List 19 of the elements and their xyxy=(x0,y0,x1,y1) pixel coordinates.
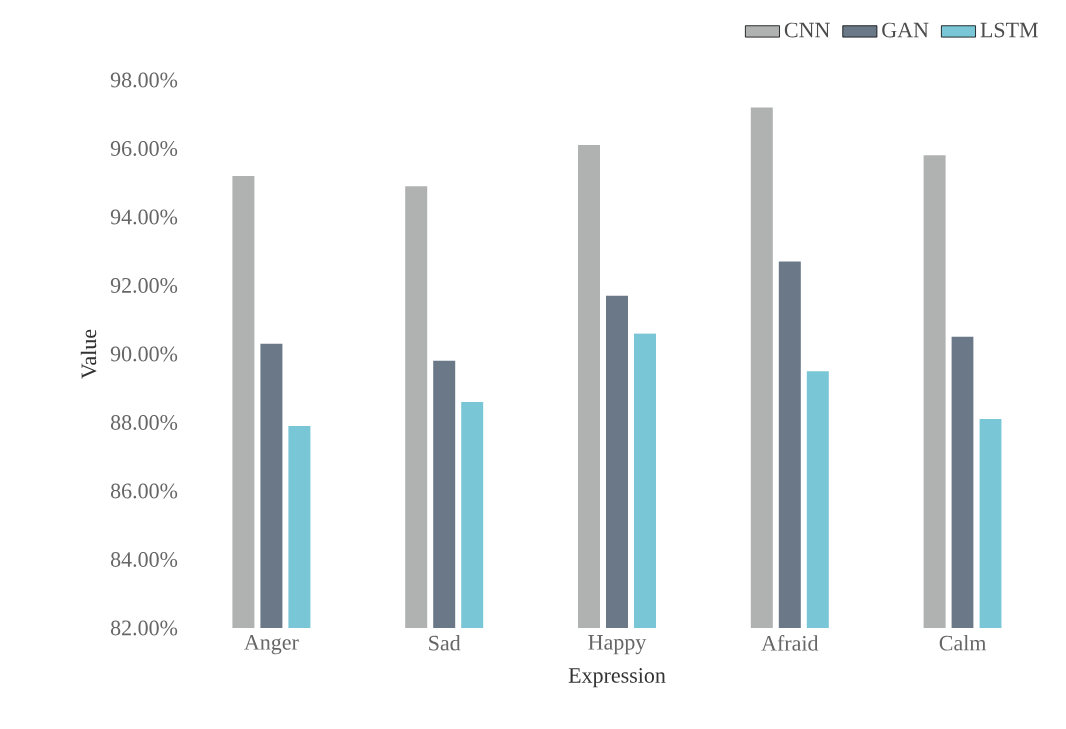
y-tick-label: 90.00% xyxy=(110,346,178,362)
y-tick-label: 94.00% xyxy=(110,209,178,225)
y-tick-label: 98.00% xyxy=(110,72,178,88)
y-tick-label: 96.00% xyxy=(110,141,178,156)
x-axis-title: Expression xyxy=(568,668,666,688)
legend-label: LSTM xyxy=(980,22,1038,38)
legend-label: CNN xyxy=(784,22,830,38)
x-tick-label: Happy xyxy=(588,635,647,655)
y-tick-label: 84.00% xyxy=(110,552,178,567)
y-tick-label: 86.00% xyxy=(110,483,178,499)
y-tick-label: 82.00% xyxy=(110,620,178,636)
x-tick-label: Anger xyxy=(244,635,299,655)
x-tick-label: Calm xyxy=(939,635,987,651)
x-tick-label: Sad xyxy=(429,635,461,651)
y-tick-label: 88.00% xyxy=(110,415,178,430)
x-tick-label: Afraid xyxy=(761,635,819,651)
y-tick-label: 92.00% xyxy=(110,278,178,293)
y-axis-title: Value xyxy=(80,329,97,379)
legend-label: GAN xyxy=(882,22,929,38)
